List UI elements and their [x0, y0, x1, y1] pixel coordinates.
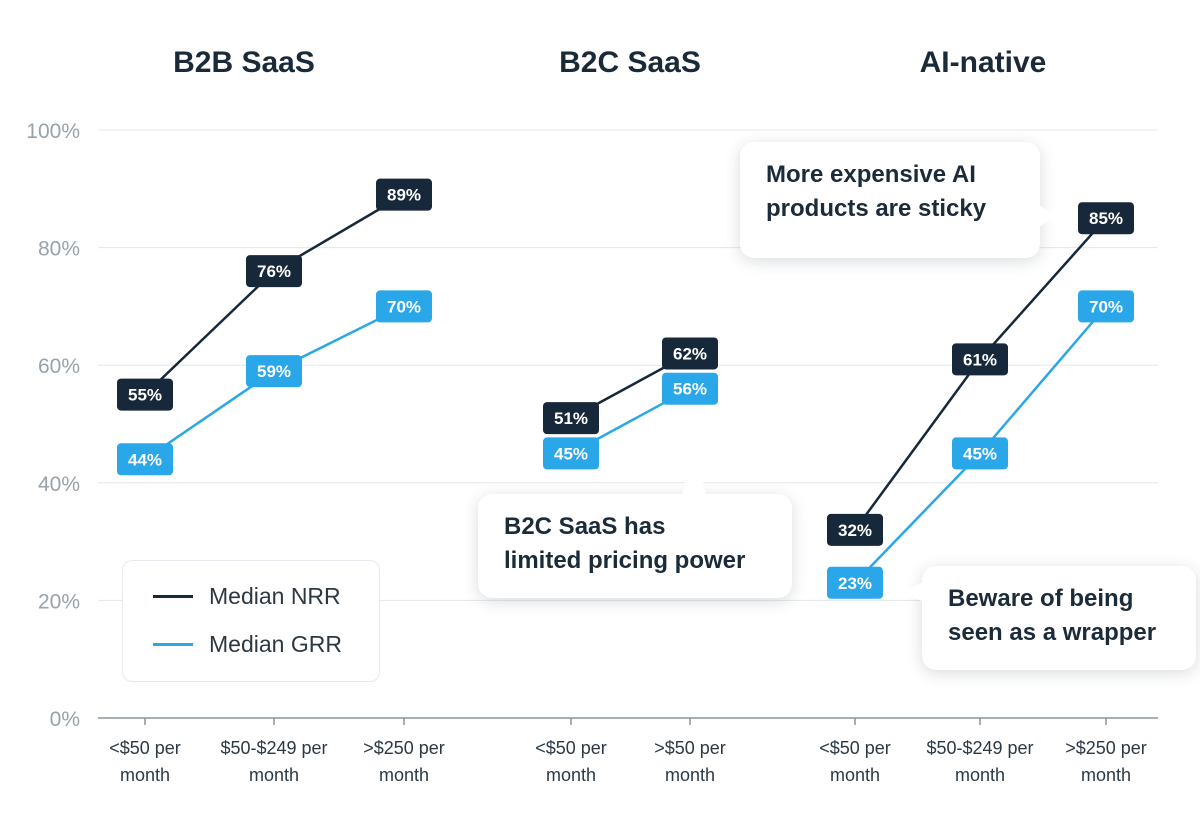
panel-title: B2B SaaS: [173, 46, 315, 79]
y-tick-label: 60%: [38, 355, 80, 378]
legend-swatch-grr: [153, 642, 193, 646]
x-tick-label: $50-$249 per month: [220, 738, 327, 785]
nrr-data-label: 51%: [554, 409, 588, 428]
legend-item-nrr: Median NRR: [153, 581, 341, 611]
grr-data-label: 59%: [257, 362, 291, 381]
y-tick-label: 0%: [50, 708, 80, 731]
nrr-point: [117, 378, 173, 411]
panel-title: B2C SaaS: [559, 46, 701, 79]
callout-ai-sticky: More expensive AI products are sticky: [740, 142, 1040, 258]
legend: Median NRR Median GRR: [122, 560, 380, 682]
grr-point: [543, 437, 599, 470]
x-tick-label: >$250 per month: [1065, 738, 1147, 785]
callout-b2c-pricing-line-2: limited pricing power: [504, 547, 746, 574]
grr-point: [117, 443, 173, 476]
callout-ai-sticky-line-2: products are sticky: [766, 195, 987, 222]
grr-point: [1078, 290, 1134, 323]
grr-point: [827, 566, 883, 599]
nrr-point: [1078, 202, 1134, 235]
callout-b2c-pricing-pointer: [682, 440, 706, 496]
x-tick-label: >$250 per month: [363, 738, 445, 785]
callout-b2c-pricing-line-1: B2C SaaS has: [504, 513, 666, 540]
nrr-data-label: 32%: [838, 521, 872, 540]
nrr-point: [246, 255, 302, 288]
grr-data-label: 45%: [963, 444, 997, 463]
callout-ai-sticky-pointer: [1040, 206, 1058, 226]
nrr-data-label: 85%: [1089, 209, 1123, 228]
nrr-point: [376, 178, 432, 211]
x-tick-label: $50-$249 per month: [926, 738, 1033, 785]
nrr-data-label: 62%: [673, 344, 707, 363]
grr-point: [376, 290, 432, 323]
callout-ai-sticky-line-1: More expensive AI: [766, 161, 976, 188]
y-tick-label: 100%: [26, 120, 80, 143]
grr-data-label: 44%: [128, 450, 162, 469]
nrr-point: [543, 402, 599, 435]
nrr-point: [952, 343, 1008, 376]
panel-title: AI-native: [920, 46, 1047, 79]
legend-swatch-nrr: [153, 594, 193, 598]
nrr-data-label: 76%: [257, 262, 291, 281]
callout-wrapper-line-1: Beware of being: [948, 585, 1134, 612]
x-tick-label: >$50 per month: [654, 738, 726, 785]
grr-point: [246, 355, 302, 388]
grr-data-label: 56%: [673, 380, 707, 399]
grr-data-label: 45%: [554, 444, 588, 463]
legend-label-nrr: Median NRR: [209, 582, 341, 609]
grr-point: [662, 372, 718, 405]
nrr-data-label: 61%: [963, 350, 997, 369]
nrr-point: [662, 337, 718, 370]
nrr-point: [827, 513, 883, 546]
grr-data-label: 70%: [1089, 297, 1123, 316]
legend-label-grr: Median GRR: [209, 630, 342, 657]
y-tick-label: 80%: [38, 238, 80, 261]
grr-data-label: 23%: [838, 574, 872, 593]
legend-item-grr: Median GRR: [153, 629, 342, 659]
grr-point: [952, 437, 1008, 470]
x-tick-label: <$50 per month: [535, 738, 607, 785]
y-tick-label: 40%: [38, 473, 80, 496]
callout-b2c-pricing: B2C SaaS has limited pricing power: [478, 494, 792, 598]
x-tick-label: <$50 per month: [819, 738, 891, 785]
callout-wrapper-line-2: seen as a wrapper: [948, 619, 1157, 646]
x-tick-label: <$50 per month: [109, 738, 181, 785]
callout-wrapper-pointer: [900, 582, 924, 602]
nrr-data-label: 55%: [128, 386, 162, 405]
nrr-data-label: 89%: [387, 186, 421, 205]
grr-data-label: 70%: [387, 297, 421, 316]
y-tick-label: 20%: [38, 590, 80, 613]
callout-wrapper: Beware of being seen as a wrapper: [922, 566, 1196, 670]
